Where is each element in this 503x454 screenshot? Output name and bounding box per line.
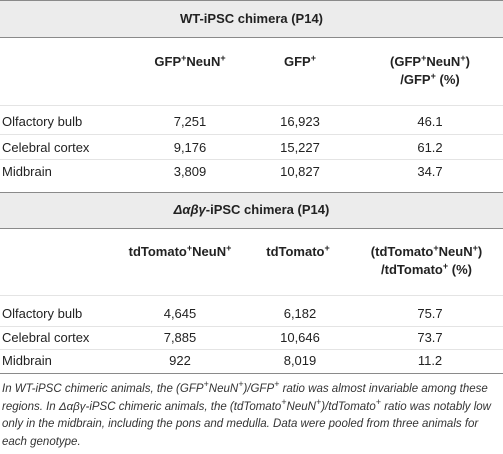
table2-title-band [0, 193, 503, 228]
table2-row1-val3: 75.7 [417, 306, 443, 321]
table1-row3-label: Midbrain [2, 164, 52, 179]
table1-row1-label: Olfactory bulb [2, 114, 83, 129]
table2-title-rule [0, 228, 503, 229]
table2-row3-val3: 11.2 [417, 353, 443, 368]
table1-col3-header: (GFP+NeuN+) /GFP+ (%) [390, 53, 470, 88]
table2-title-rest: -iPSC chimera (P14) [205, 202, 330, 217]
table2-title: Δαβγ-iPSC chimera (P14) [0, 202, 503, 217]
table1-header-rule [0, 105, 503, 106]
table2-col1-header: tdTomato+NeuN+ [128, 243, 232, 260]
table1-row3-val1: 3,809 [173, 164, 207, 179]
table1-row-rule [0, 159, 503, 160]
table2-row1-val2: 6,182 [283, 306, 317, 321]
table1-row2-val3: 61.2 [417, 140, 443, 155]
table1-row2-label: Celebral cortex [2, 140, 90, 155]
table2-row2-val1: 7,885 [163, 330, 197, 345]
table1-col1-header: GFP+NeuN+ [154, 53, 226, 70]
table2-row3-val2: 8,019 [283, 353, 317, 368]
table2-title-greek: Δαβγ [173, 202, 206, 217]
table2-row2-label: Celebral cortex [2, 330, 90, 345]
table1-row2-val1: 9,176 [173, 140, 207, 155]
table2-col2-header: tdTomato+ [266, 243, 330, 260]
table2-row2-val3: 73.7 [417, 330, 443, 345]
table1-title-band [0, 1, 503, 37]
table2-row1-val1: 4,645 [163, 306, 197, 321]
table1-row1-val1: 7,251 [173, 114, 207, 129]
table1-title: WT-iPSC chimera (P14) [179, 11, 324, 26]
top-rule [0, 0, 503, 1]
table2-col3-header: (tdTomato+NeuN+) /tdTomato+ (%) [370, 243, 483, 278]
bottom-rule [0, 373, 503, 374]
table1-row2-val2: 15,227 [280, 140, 320, 155]
table2-row3-label: Midbrain [2, 353, 52, 368]
table2-row-rule [0, 349, 503, 350]
table2-row-rule [0, 326, 503, 327]
table2-header-rule [0, 295, 503, 296]
table2-row2-val2: 10,646 [280, 330, 320, 345]
table1-row3-val2: 10,827 [280, 164, 320, 179]
table1-col2-header: GFP+ [284, 53, 316, 70]
table1-title-rule [0, 37, 503, 38]
table1-row3-val3: 34.7 [417, 164, 443, 179]
table1-row-rule [0, 134, 503, 135]
table1-row1-val2: 16,923 [280, 114, 320, 129]
table2-row3-val1: 922 [169, 353, 191, 368]
table1-row1-val3: 46.1 [417, 114, 443, 129]
table2-top-rule [0, 192, 503, 193]
table2-row1-label: Olfactory bulb [2, 306, 83, 321]
table-caption: In WT-iPSC chimeric animals, the (GFP+Ne… [2, 379, 491, 448]
